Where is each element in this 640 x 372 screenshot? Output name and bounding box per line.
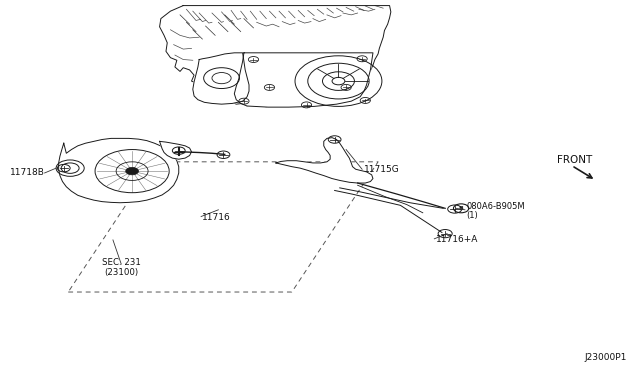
Text: B: B — [459, 206, 463, 211]
Polygon shape — [159, 141, 191, 159]
Polygon shape — [193, 53, 249, 104]
Text: (1): (1) — [466, 211, 478, 219]
Text: FRONT: FRONT — [557, 155, 592, 165]
Text: 11715G: 11715G — [364, 165, 400, 174]
Polygon shape — [159, 6, 391, 107]
Polygon shape — [234, 53, 373, 107]
Text: SEC. 231: SEC. 231 — [102, 258, 141, 267]
Text: (23100): (23100) — [104, 268, 138, 277]
Polygon shape — [276, 138, 373, 183]
Text: J23000P1: J23000P1 — [585, 353, 627, 362]
Text: 11718B: 11718B — [10, 169, 45, 177]
Text: 11716: 11716 — [202, 213, 231, 222]
Text: 11716+A: 11716+A — [436, 235, 478, 244]
Circle shape — [125, 167, 138, 175]
Polygon shape — [59, 138, 179, 203]
Text: 080A6-B905M: 080A6-B905M — [466, 202, 525, 211]
